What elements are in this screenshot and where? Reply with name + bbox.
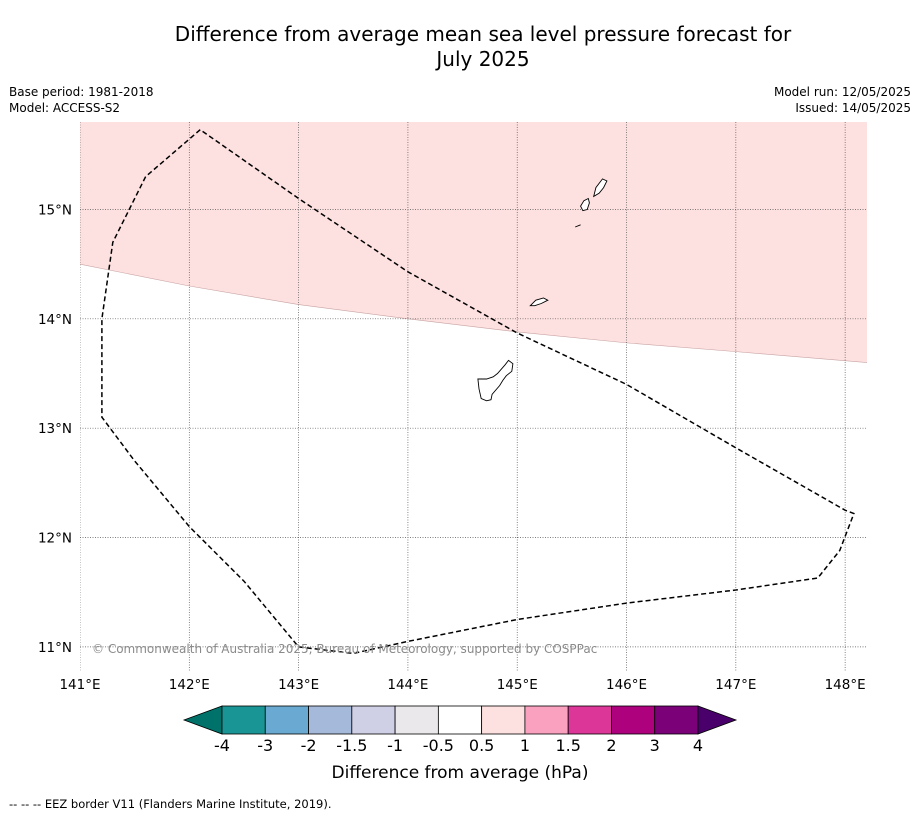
- colorbar-box: [437, 705, 483, 735]
- island-tinian: [580, 197, 590, 212]
- title-line-1: Difference from average mean sea level p…: [174, 22, 792, 46]
- colorbar-extend-low: [182, 705, 223, 735]
- lat-tick-label: 13°N: [38, 421, 72, 437]
- island-rota: [529, 297, 549, 307]
- lon-tick-label: 146°E: [606, 677, 647, 693]
- model-name: Model: ACCESS-S2: [9, 101, 121, 115]
- colorbar: -4 -3 -2 -1.5 -1 -0.5 0.5 1 1.5 2 3 4: [182, 705, 738, 755]
- colorbar-tick-label: 4: [693, 736, 703, 755]
- lon-tick-label: 143°E: [278, 677, 319, 693]
- eez-footnote: -- -- -- EEZ border V11 (Flanders Marine…: [9, 797, 332, 811]
- chart-title: Difference from average mean sea level p…: [0, 22, 919, 72]
- lat-tick-label: 15°N: [38, 202, 72, 218]
- lon-tick-label: 145°E: [497, 677, 538, 693]
- anomaly-contour: [80, 263, 867, 363]
- colorbar-tick-label: 0.5: [469, 736, 494, 755]
- colorbar-tick-label: 1: [520, 736, 530, 755]
- lat-tick-label: 14°N: [38, 312, 72, 328]
- anomaly-region: [80, 122, 867, 363]
- colorbar-tick-label: -1.5: [336, 736, 367, 755]
- map-axes: 141°E 142°E 143°E 144°E 145°E 146°E 147°E 148°E…: [38, 202, 866, 693]
- meta-right: Model run: 12/05/2025 Issued: 14/05/2025: [774, 84, 911, 116]
- colorbar-box: [611, 705, 656, 735]
- colorbar-box: [567, 705, 612, 735]
- eez-border: [101, 129, 855, 655]
- lat-tick-label: 11°N: [38, 640, 72, 656]
- colorbar-box: [221, 705, 266, 735]
- title-line-2: July 2025: [436, 47, 530, 71]
- colorbar-box: [524, 705, 569, 735]
- colorbar-tick-label: -3: [257, 736, 273, 755]
- colorbar-tick-label: 2: [606, 736, 616, 755]
- lon-tick-label: 147°E: [715, 677, 756, 693]
- colorbar-box: [654, 705, 699, 735]
- colorbar-extend-high: [697, 705, 738, 735]
- colorbar-tick-label: 3: [650, 736, 660, 755]
- colorbar-tick-label: -0.5: [423, 736, 454, 755]
- colorbar-box: [481, 705, 526, 735]
- colorbar-title: Difference from average (hPa): [332, 763, 589, 783]
- colorbar-tick-label: -2: [301, 736, 317, 755]
- issued-date: Issued: 14/05/2025: [795, 101, 911, 115]
- map-area: [80, 122, 867, 672]
- island-saipan: [592, 178, 608, 198]
- lon-tick-label: 144°E: [387, 677, 428, 693]
- colorbar-tick-label: -1: [387, 736, 403, 755]
- lon-tick-label: 142°E: [169, 677, 210, 693]
- lat-tick-label: 12°N: [38, 531, 72, 547]
- base-period: Base period: 1981-2018: [9, 85, 154, 99]
- model-run: Model run: 12/05/2025: [773, 85, 911, 99]
- colorbar-tick-label: 1.5: [555, 736, 580, 755]
- colorbar-tick-label: -4: [214, 736, 230, 755]
- colorbar-box: [308, 705, 353, 735]
- colorbar-box: [351, 705, 396, 735]
- island-guam: [477, 359, 514, 402]
- meta-left: Base period: 1981-2018 Model: ACCESS-S2: [9, 84, 154, 116]
- copyright-notice: © Commonwealth of Australia 2025, Bureau…: [92, 642, 597, 656]
- colorbar-box: [394, 705, 439, 735]
- island-aguijan: [575, 224, 581, 228]
- lon-tick-label: 148°E: [825, 677, 866, 693]
- lon-tick-label: 141°E: [59, 677, 100, 693]
- colorbar-box: [264, 705, 309, 735]
